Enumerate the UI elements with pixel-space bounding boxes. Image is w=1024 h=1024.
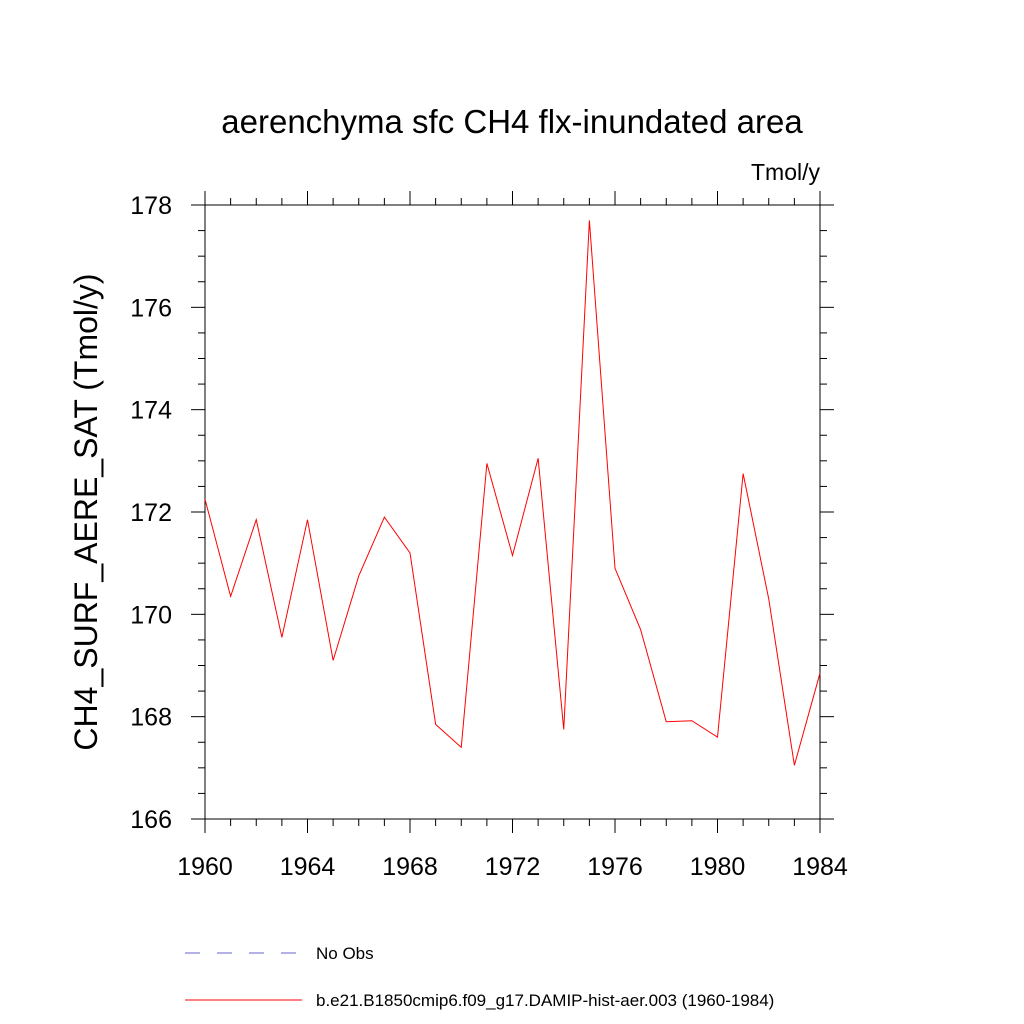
legend-label-model: b.e21.B1850cmip6.f09_g17.DAMIP-hist-aer.… xyxy=(316,991,774,1010)
axis-ticks xyxy=(191,191,834,833)
y-tick-label: 170 xyxy=(130,601,172,629)
x-tick-label: 1980 xyxy=(690,853,746,881)
y-tick-label: 172 xyxy=(130,499,172,527)
x-tick-label: 1964 xyxy=(280,853,336,881)
series-line xyxy=(204,220,821,766)
y-tick-label: 168 xyxy=(130,704,172,732)
legend-label-no-obs: No Obs xyxy=(316,944,374,963)
units-label: Tmol/y xyxy=(751,159,821,185)
y-axis-label: CH4_SURF_AERE_SAT (Tmol/y) xyxy=(68,273,104,750)
series-layer xyxy=(204,220,821,766)
y-tick-label: 174 xyxy=(130,397,172,425)
y-tick-label: 176 xyxy=(130,294,172,322)
x-tick-label: 1960 xyxy=(177,853,233,881)
chart-title: aerenchyma sfc CH4 flx-inundated area xyxy=(221,103,803,140)
x-tick-label: 1972 xyxy=(485,853,541,881)
plot-frame xyxy=(204,204,821,820)
legend: No Obs b.e21.B1850cmip6.f09_g17.DAMIP-hi… xyxy=(185,944,774,1010)
x-tick-label: 1968 xyxy=(382,853,438,881)
tick-labels: 1960 1964 1968 1972 1976 1980 1984 166 168 170 172… xyxy=(130,192,848,881)
y-tick-label: 166 xyxy=(130,806,172,834)
x-tick-label: 1976 xyxy=(587,853,643,881)
x-tick-label: 1984 xyxy=(792,853,848,881)
y-tick-label: 178 xyxy=(130,192,172,220)
